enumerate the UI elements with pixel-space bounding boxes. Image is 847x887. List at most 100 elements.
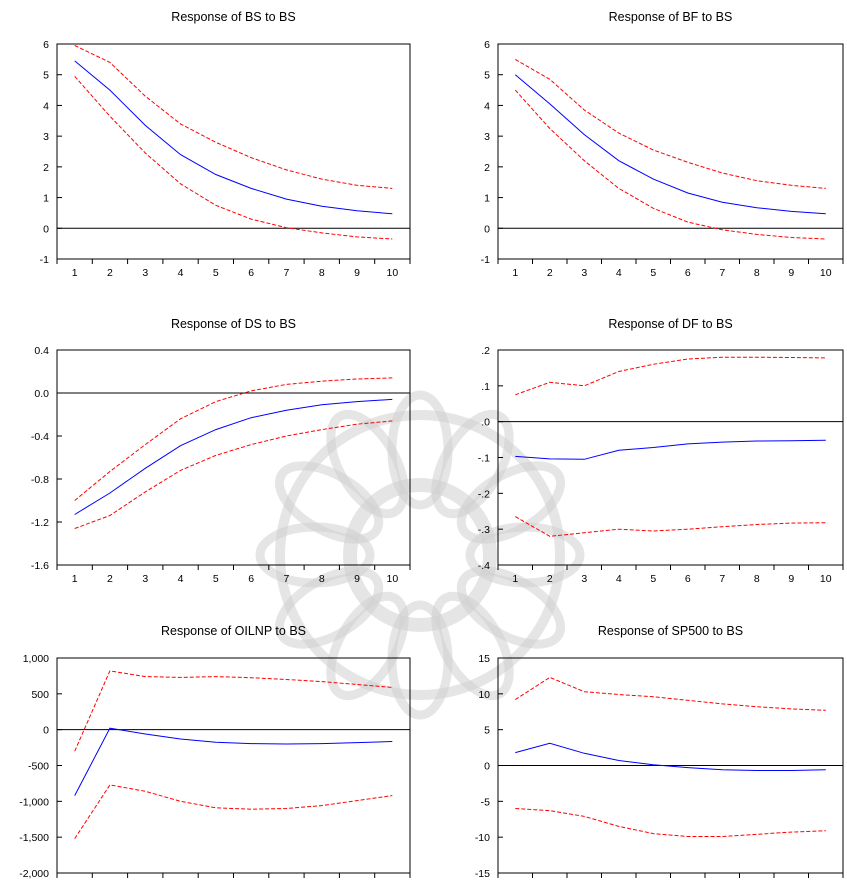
x-tick-label: 10 <box>387 267 399 279</box>
y-tick-label: 0 <box>484 761 490 773</box>
y-tick-label: -500 <box>28 761 49 773</box>
x-tick-label: 7 <box>284 573 290 585</box>
chart-panel-4: Response of DF to BS -.4 -.3 -.2 -.1 .0 .1 .2 1 2… <box>478 317 844 585</box>
y-tick-label: -0.8 <box>31 474 49 486</box>
chart-title: Response of SP500 to BS <box>598 624 743 638</box>
x-tick-label: 3 <box>581 573 587 585</box>
series-upper-line <box>515 356 826 396</box>
y-tick-label: 6 <box>43 39 49 51</box>
chart-panel-6: Response of SP500 to BS -15 -10 -5 0 5 10 15 <box>475 624 844 880</box>
y-tick-label: 500 <box>31 689 49 701</box>
y-tick-label: 4 <box>43 100 49 112</box>
series-upper-line <box>515 676 826 711</box>
x-tick-label: 3 <box>581 267 587 279</box>
x-tick-label: 9 <box>788 267 794 279</box>
x-tick-label: 8 <box>754 573 760 585</box>
x-tick-label: 6 <box>248 573 254 585</box>
series-response-line <box>74 727 393 796</box>
y-tick-label: 0.4 <box>34 345 49 357</box>
y-tick-label: 6 <box>484 39 490 51</box>
x-tick-label: 1 <box>72 267 78 279</box>
chart-title: Response of OILNP to BS <box>161 624 306 638</box>
y-tick-label: -1 <box>40 254 49 266</box>
chart-panel-3: Response of DS to BS -1.6 -1.2 -0.8 -0.4 0.0 0… <box>31 317 411 585</box>
y-tick-label: -.3 <box>478 524 490 536</box>
y-tick-label: 3 <box>43 131 49 143</box>
x-tick-label: 3 <box>142 573 148 585</box>
x-tick-label: 2 <box>547 267 553 279</box>
series-response-line <box>515 742 826 771</box>
x-tick-label: 2 <box>547 573 553 585</box>
series-response-line <box>74 398 393 515</box>
chart-panel-2: Response of BF to BS -1 0 1 2 3 4 5 6 1 2 3 4 5 6 7 8 9 10 <box>481 10 844 279</box>
x-tick-label: 1 <box>72 573 78 585</box>
x-tick-label: 4 <box>616 267 622 279</box>
x-tick-label: 10 <box>820 573 832 585</box>
series-upper-line <box>74 670 393 752</box>
chart-title: Response of DS to BS <box>171 317 296 331</box>
series-lower-line <box>515 808 826 837</box>
x-tick-label: 6 <box>685 267 691 279</box>
y-tick-label: -1 <box>481 254 490 266</box>
x-tick-label: 4 <box>178 267 184 279</box>
chart-panel-5: Response of OILNP to BS -2,000 -1,500 -1,00… <box>19 624 411 880</box>
x-tick-label: 5 <box>213 573 219 585</box>
y-tick-label: 3 <box>484 131 490 143</box>
chart-title: Response of BS to BS <box>171 10 295 24</box>
series-upper-line <box>515 58 826 189</box>
y-tick-label: 1 <box>43 193 49 205</box>
x-tick-label: 1 <box>512 573 518 585</box>
x-tick-label: 6 <box>685 573 691 585</box>
plot-frame <box>497 43 844 260</box>
x-tick-label: 8 <box>319 267 325 279</box>
y-tick-label: .1 <box>481 381 490 393</box>
y-tick-label: -15 <box>475 868 490 880</box>
x-tick-label: 1 <box>512 267 518 279</box>
y-tick-label: 0.0 <box>34 388 49 400</box>
x-tick-label: 2 <box>107 267 113 279</box>
series-lower-line <box>514 89 826 240</box>
y-tick-label: -1.6 <box>31 560 49 572</box>
x-tick-label: 8 <box>319 573 325 585</box>
plot-frame <box>56 657 411 874</box>
x-tick-label: 10 <box>820 267 832 279</box>
x-tick-label: 10 <box>387 573 399 585</box>
y-tick-label: -1,000 <box>19 796 49 808</box>
x-tick-label: 9 <box>354 267 360 279</box>
x-tick-label: 4 <box>178 573 184 585</box>
x-tick-label: 7 <box>719 573 725 585</box>
y-tick-label: -.1 <box>478 453 490 465</box>
series-response-line <box>514 74 826 215</box>
x-tick-label: 9 <box>788 573 794 585</box>
y-tick-label: 5 <box>484 70 490 82</box>
x-tick-label: 2 <box>107 573 113 585</box>
y-tick-label: 4 <box>484 100 490 112</box>
y-tick-label: 0 <box>43 725 49 737</box>
y-tick-label: .0 <box>481 417 490 429</box>
y-tick-label: 2 <box>484 162 490 174</box>
y-tick-label: 5 <box>43 70 49 82</box>
y-tick-label: 5 <box>484 725 490 737</box>
y-tick-label: -5 <box>481 796 490 808</box>
y-tick-label: 2 <box>43 162 49 174</box>
x-tick-label: 3 <box>142 267 148 279</box>
y-tick-label: 15 <box>478 653 490 665</box>
y-tick-label: -10 <box>475 832 490 844</box>
series-response-line <box>74 60 393 215</box>
y-tick-label: -1,500 <box>19 832 49 844</box>
series-response-line <box>515 439 826 460</box>
y-tick-label: -2,000 <box>19 868 49 880</box>
series-upper-line <box>74 377 393 501</box>
series-lower-line <box>74 420 393 529</box>
series-lower-line <box>74 75 393 240</box>
plot-frame <box>56 43 411 260</box>
x-tick-label: 6 <box>248 267 254 279</box>
x-tick-label: 7 <box>284 267 290 279</box>
x-tick-label: 7 <box>719 267 725 279</box>
x-tick-label: 5 <box>650 573 656 585</box>
plot-frame <box>56 349 411 566</box>
x-tick-label: 9 <box>354 573 360 585</box>
y-tick-label: 0 <box>484 223 490 235</box>
series-lower-line <box>74 784 393 839</box>
